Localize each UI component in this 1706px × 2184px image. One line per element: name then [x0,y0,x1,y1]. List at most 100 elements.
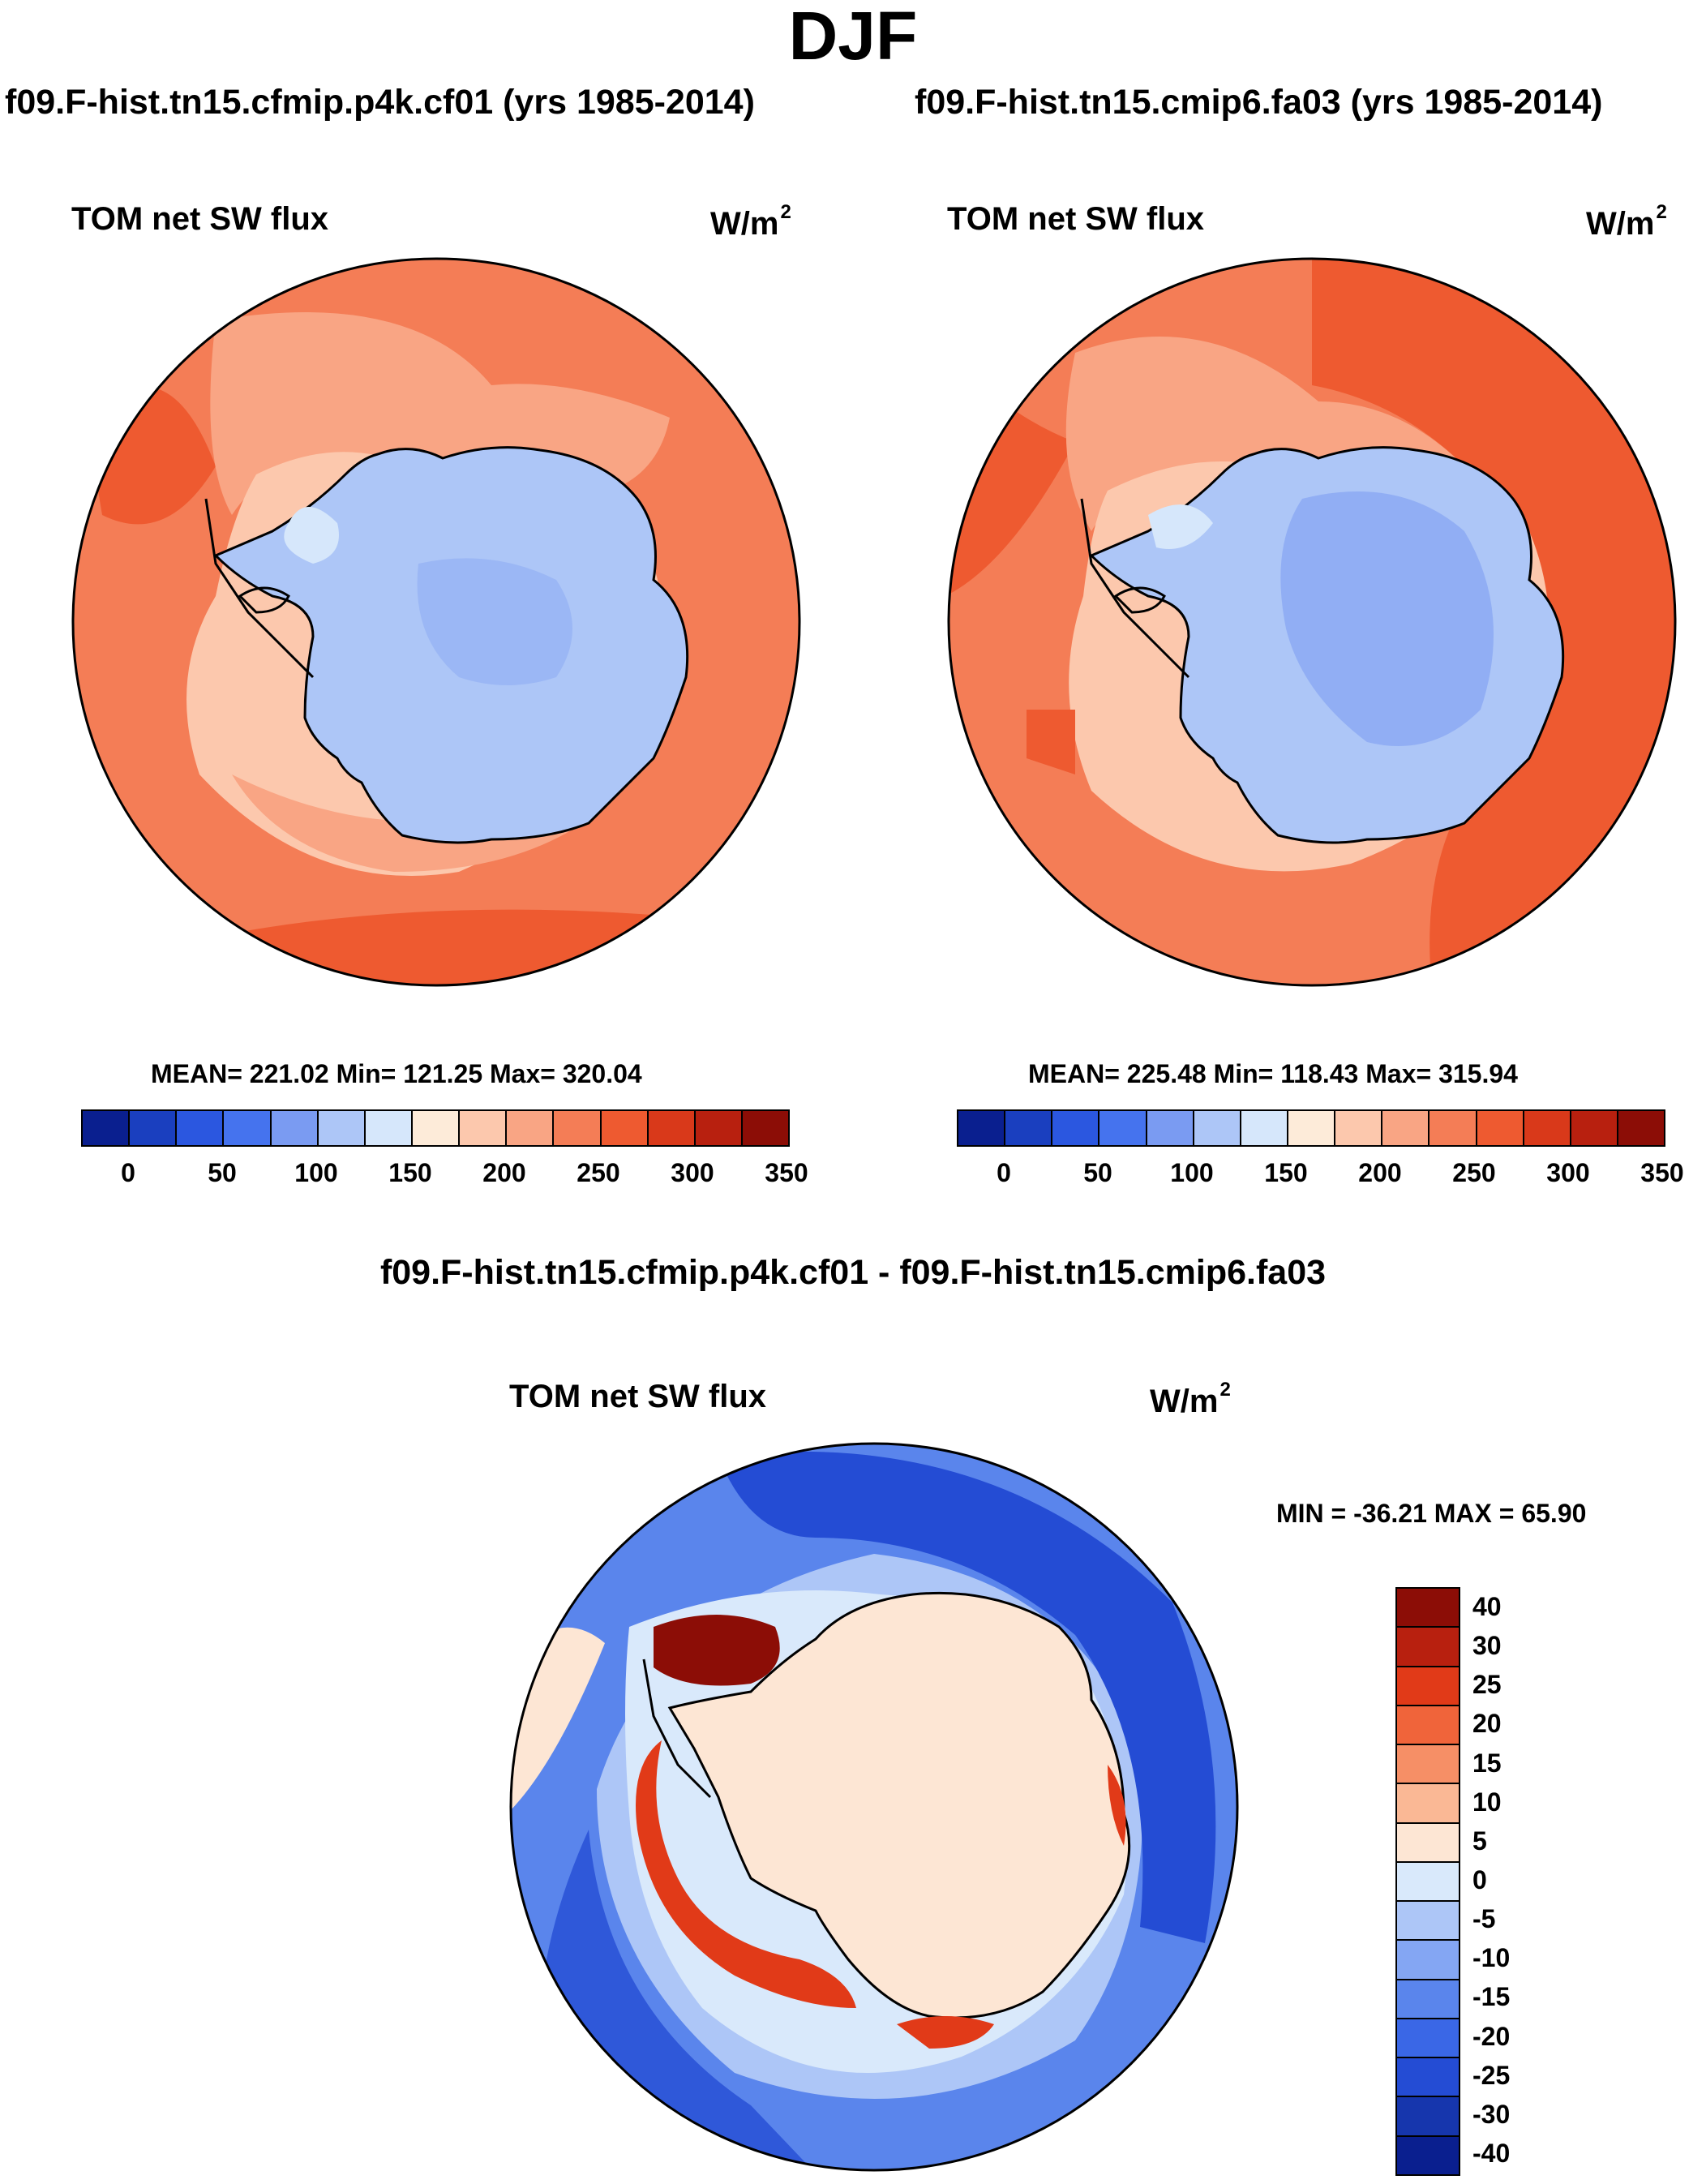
peninsula-coast [204,498,315,679]
colorbar-swatch [1524,1111,1571,1145]
colorbar-swatch [1477,1111,1524,1145]
colorbar-tick-label: -20 [1472,2021,1511,2051]
colorbar-swatch [412,1111,461,1145]
map-border [71,257,801,987]
colorbar-tick-label: 350 [765,1158,808,1187]
colorbar-swatch [1397,2019,1459,2059]
map-border [509,1442,1239,2172]
colorbar-swatch [271,1111,319,1145]
diff-min-max: MIN = -36.21 MAX = 65.90 [1276,1499,1587,1528]
map-difference-polar [509,1442,1239,2172]
colorbar-swatch [1397,1980,1459,2019]
colorbar-swatch [318,1111,366,1145]
colorbar-swatch [1147,1111,1194,1145]
colorbar-tick-label: 0 [1472,1865,1487,1894]
colorbar-tick-label: 0 [997,1158,1011,1187]
colorbar-swatch [1288,1111,1336,1145]
colorbar-swatch [1382,1111,1430,1145]
colorbar-swatch [1397,1706,1459,1746]
colorbar-swatch [958,1111,1006,1145]
colorbar-tick-label: 50 [1083,1158,1112,1187]
colorbar-tick-label: -40 [1472,2138,1511,2168]
case-title-right: f09.F-hist.tn15.cmip6.fa03 (yrs 1985-201… [915,83,1603,122]
colorbar-swatch [83,1111,131,1145]
ice-shade [1148,504,1213,549]
peninsula-coast [642,1658,712,1799]
season-title: DJF [788,0,918,74]
colorbar-swatch [1397,1745,1459,1785]
panel-left-units: W/m2 [710,201,791,242]
colorbar-tick-label: -5 [1472,1904,1496,1934]
panel-right-stats: MEAN= 225.48 Min= 118.43 Max= 315.94 [1028,1059,1518,1088]
colorbar-tick-label: 25 [1472,1670,1502,1700]
ice-shade [417,558,572,685]
colorbar-tick-label: 30 [1472,1631,1502,1661]
colorbar-tick-label: -10 [1472,1943,1511,1973]
map-left-polar [71,257,801,987]
colorbar-swatch [1571,1111,1618,1145]
colorbar-swatch [1397,1862,1459,1903]
colorbar-swatch [1397,1628,1459,1667]
colorbar-tick-label: 5 [1472,1826,1487,1856]
panel-right-variable: TOM net SW flux [947,201,1205,237]
colorbar-swatch [1005,1111,1053,1145]
colorbar-swatch [1397,1902,1459,1942]
colorbar-tick-label: 150 [388,1158,432,1187]
map-border [947,257,1677,987]
colorbar-right [957,1109,1665,1147]
colorbar-tick-label: 100 [1170,1158,1214,1187]
colorbar-swatch [601,1111,649,1145]
colorbar-swatch [554,1111,602,1145]
colorbar-tick-label: 350 [1640,1158,1684,1187]
difference-title: f09.F-hist.tn15.cfmip.p4k.cf01 - f09.F-h… [379,1253,1327,1292]
positive-anomaly [897,2016,994,2049]
colorbar-swatch [1397,2097,1459,2137]
colorbar-swatch [1194,1111,1241,1145]
colorbar-tick-label: 15 [1472,1748,1502,1778]
panel-left-variable: TOM net SW flux [71,201,329,237]
colorbar-swatch [1397,1784,1459,1824]
diff-variable: TOM net SW flux [509,1379,767,1414]
colorbar-swatch [1241,1111,1288,1145]
panel-left-stats: MEAN= 221.02 Min= 121.25 Max= 320.04 [151,1059,642,1088]
colorbar-tick-label: 250 [577,1158,620,1187]
case-title-left: f09.F-hist.tn15.cfmip.p4k.cf01 (yrs 1985… [5,83,755,122]
colorbar-swatch [130,1111,178,1145]
diff-units: W/m2 [1150,1379,1231,1419]
peninsula-coast [1080,498,1190,679]
colorbar-tick-label: 0 [121,1158,135,1187]
colorbar-tick-label: 50 [208,1158,237,1187]
colorbar-swatch [177,1111,225,1145]
colorbar-tick-label: -15 [1472,1982,1511,2012]
positive-anomaly [636,1740,856,2008]
colorbar-swatch [224,1111,272,1145]
shade-region [1027,710,1075,774]
colorbar-tick-label: 250 [1452,1158,1496,1187]
shade-region [73,909,799,985]
colorbar-tick-label: 300 [671,1158,714,1187]
colorbar-tick-label: 10 [1472,1787,1502,1817]
shade-region [718,1451,1216,1943]
colorbar-swatch [460,1111,508,1145]
colorbar-tick-label: 40 [1472,1592,1502,1622]
colorbar-swatch [1618,1111,1665,1145]
colorbar-tick-label: 100 [294,1158,338,1187]
colorbar-tick-label: 300 [1546,1158,1590,1187]
colorbar-swatch [1052,1111,1100,1145]
colorbar-difference [1395,1587,1460,2176]
map-right-polar [947,257,1677,987]
colorbar-swatch [365,1111,413,1145]
colorbar-swatch [1397,2058,1459,2098]
positive-anomaly [1108,1765,1126,1846]
colorbar-swatch [1397,1667,1459,1706]
colorbar-swatch [1099,1111,1147,1145]
colorbar-tick-label: 200 [1358,1158,1402,1187]
colorbar-swatch [1397,2136,1459,2174]
panel-right-units: W/m2 [1586,201,1667,242]
colorbar-swatch [695,1111,743,1145]
colorbar-swatch [1397,1589,1459,1628]
antarctica-landmass [667,1591,1131,2019]
colorbar-swatch [507,1111,555,1145]
colorbar-swatch [1430,1111,1477,1145]
colorbar-swatch [1397,1823,1459,1863]
